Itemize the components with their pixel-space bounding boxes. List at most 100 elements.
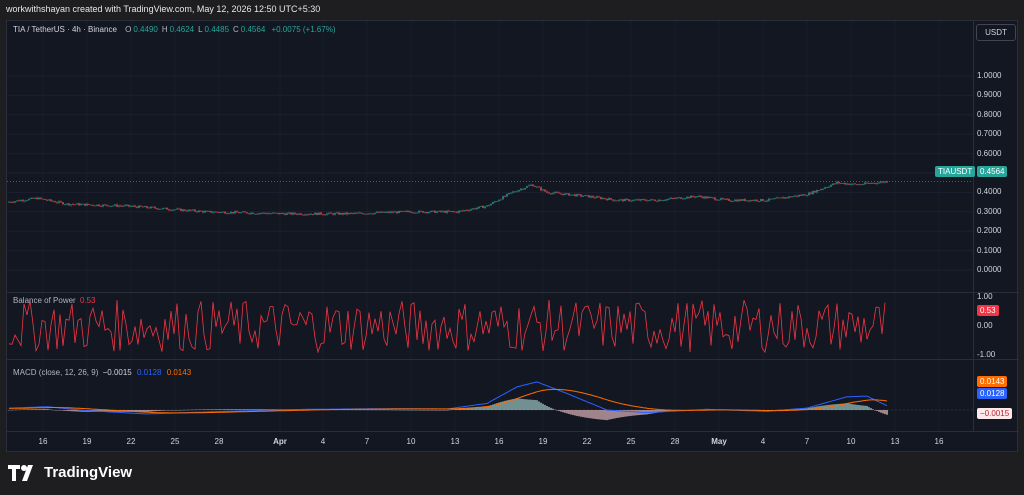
macd-hist-bar [440, 410, 442, 411]
macd-hist-bar [368, 409, 370, 411]
candle-body [724, 198, 726, 200]
macd-hist-bar [366, 409, 368, 411]
candle-body [126, 204, 128, 206]
candle-body [122, 205, 124, 207]
macd-hist-bar [408, 409, 410, 411]
candle-body [632, 199, 634, 201]
macd-hist-bar [568, 410, 570, 414]
macd-hist-bar [862, 405, 864, 410]
candle-body [876, 183, 878, 185]
macd-hist-bar [598, 410, 600, 420]
candle-body [594, 197, 596, 199]
candle-body [666, 199, 668, 201]
candle-body [406, 210, 408, 212]
chart-canvas[interactable] [7, 21, 973, 431]
price-axis[interactable] [973, 21, 1019, 431]
candle-body [524, 187, 526, 190]
candle-body [444, 211, 446, 213]
bop-badge: 0.53 [977, 305, 999, 316]
macd-hist-bar [356, 409, 358, 411]
candle-body [882, 181, 884, 183]
macd-hist-bar [874, 410, 876, 411]
candle-body [352, 213, 354, 214]
candle-body [342, 213, 344, 215]
candle-body [714, 197, 716, 200]
candle-body [794, 195, 796, 197]
currency-button[interactable]: USDT [976, 24, 1016, 41]
candle-body [510, 192, 512, 194]
candle-body [374, 212, 376, 214]
candle-body [204, 211, 206, 213]
candle-body [824, 187, 826, 189]
macd-hist-bar [392, 409, 394, 411]
macd-hist-bar [482, 407, 484, 410]
candle-body [858, 184, 860, 186]
candle-body [540, 187, 542, 191]
macd-hist-bar [412, 409, 414, 411]
macd-hist-bar [624, 410, 626, 417]
price-tick: 1.0000 [977, 71, 1002, 80]
macd-hist-bar [856, 404, 858, 410]
macd-hist-bar [510, 399, 512, 410]
candle-body [682, 198, 684, 200]
candle-body [20, 200, 22, 202]
macd-hist-bar [194, 409, 196, 411]
plot-area[interactable] [7, 21, 973, 431]
candle-body [492, 202, 494, 204]
macd-hist-bar [390, 409, 392, 411]
candle-body [174, 209, 176, 211]
candle-body [298, 213, 300, 215]
bop-tick: 1.00 [977, 292, 993, 301]
candle-body [242, 211, 244, 213]
candle-body [284, 213, 286, 215]
candle-body [644, 199, 646, 201]
macd-hist-bar [174, 410, 176, 411]
candle-body [12, 202, 14, 203]
macd-hist-bar [812, 407, 814, 410]
macd-hist-bar [222, 409, 224, 410]
macd-hist-bar [814, 406, 816, 410]
candle-body [344, 212, 346, 215]
macd-hist-bar [574, 410, 576, 416]
candle-body [440, 210, 442, 212]
candle-body [164, 207, 166, 209]
macd-hist-bar [592, 410, 594, 419]
candle-body [852, 183, 854, 185]
candle-body [758, 201, 760, 202]
candle-body [750, 200, 752, 202]
macd-hist-bar [16, 409, 18, 411]
candle-body [710, 197, 712, 198]
macd-hist-bar [560, 410, 562, 412]
macd-hist-bar [450, 409, 452, 411]
macd-hist-bar [850, 403, 852, 410]
candle-body [198, 210, 200, 212]
candle-body [558, 192, 560, 194]
macd-hist-bar [464, 408, 466, 410]
candle-body [822, 188, 824, 190]
candle-body [580, 194, 582, 197]
candle-body [830, 185, 832, 187]
candle-body [784, 197, 786, 199]
tradingview-logo[interactable]: TradingView [8, 464, 132, 481]
candle-body [478, 206, 480, 208]
time-tick: 13 [890, 437, 900, 446]
macd-hist-bar [70, 410, 72, 412]
price-legend: TIA / TetherUS · 4h · Binance O 0.4490 H 0.… [13, 25, 340, 34]
candle-body [318, 212, 320, 215]
pane-separator[interactable] [7, 359, 1019, 360]
candle-body [690, 195, 692, 198]
candle-body [694, 196, 696, 198]
candle-body [420, 210, 422, 212]
candle-body [150, 206, 152, 209]
time-tick: 16 [934, 437, 944, 446]
candle-body [16, 200, 18, 202]
macd-hist-bar [432, 410, 434, 411]
time-tick: 19 [538, 437, 548, 446]
pane-separator[interactable] [7, 292, 1019, 293]
candle-body [58, 201, 60, 203]
candle-body [864, 182, 866, 185]
macd-hist-bar [498, 402, 500, 410]
candle-body [322, 214, 324, 216]
candle-body [812, 191, 814, 194]
chart-frame[interactable]: TIA / TetherUS · 4h · Binance O 0.4490 H 0.… [6, 20, 1019, 452]
